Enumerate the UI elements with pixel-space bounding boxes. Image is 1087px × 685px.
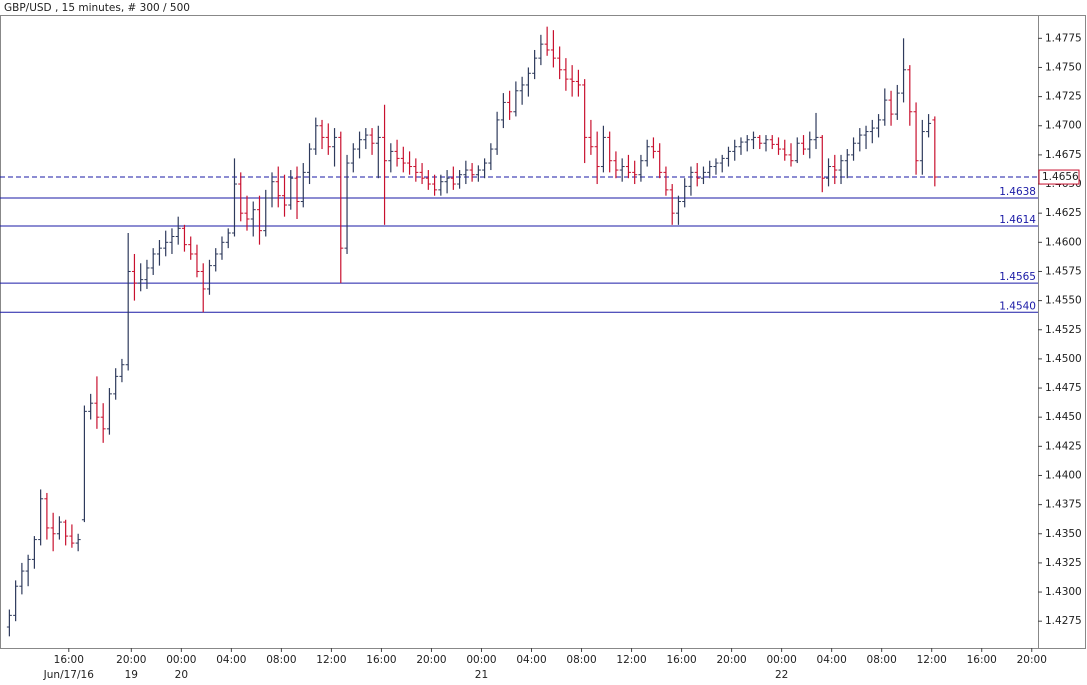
price-axis — [1038, 15, 1086, 649]
y-tick-label: 1.4550 — [1045, 295, 1082, 307]
x-tick-label: 20:00 — [416, 654, 446, 666]
y-tick-label: 1.4375 — [1045, 499, 1082, 511]
x-tick-label: 20:00 — [716, 654, 746, 666]
y-tick-label: 1.4625 — [1045, 207, 1082, 219]
date-label: 20 — [175, 669, 188, 681]
y-tick-label: 1.4350 — [1045, 528, 1082, 540]
date-label: 21 — [475, 669, 488, 681]
y-tick-label: 1.4725 — [1045, 91, 1082, 103]
x-tick-label: 00:00 — [766, 654, 796, 666]
y-tick-label: 1.4750 — [1045, 61, 1082, 73]
x-tick-label: 04:00 — [216, 654, 246, 666]
last-price-label: 1.4656 — [1042, 171, 1079, 183]
x-tick-label: 20:00 — [1017, 654, 1047, 666]
x-tick-label: 16:00 — [54, 654, 84, 666]
y-tick-label: 1.4325 — [1045, 557, 1082, 569]
level-label: 1.4638 — [999, 186, 1036, 198]
y-tick-label: 1.4525 — [1045, 324, 1082, 336]
x-tick-label: 12:00 — [917, 654, 947, 666]
chart-title: GBP/USD , 15 minutes, # 300 / 500 — [4, 2, 190, 14]
plot-area — [0, 15, 1039, 649]
x-tick-label: 04:00 — [817, 654, 847, 666]
y-tick-label: 1.4500 — [1045, 353, 1082, 365]
level-label: 1.4540 — [999, 300, 1036, 312]
y-tick-label: 1.4450 — [1045, 411, 1082, 423]
x-tick-label: 00:00 — [466, 654, 496, 666]
x-tick-label: 08:00 — [867, 654, 897, 666]
date-label: 19 — [125, 669, 138, 681]
y-tick-label: 1.4300 — [1045, 586, 1082, 598]
x-tick-label: 04:00 — [516, 654, 546, 666]
x-tick-label: 16:00 — [666, 654, 696, 666]
x-tick-label: 16:00 — [967, 654, 997, 666]
date-label: 22 — [775, 669, 788, 681]
y-tick-label: 1.4575 — [1045, 265, 1082, 277]
y-tick-label: 1.4425 — [1045, 440, 1082, 452]
x-tick-label: 12:00 — [316, 654, 346, 666]
x-tick-label: 08:00 — [266, 654, 296, 666]
x-tick-label: 00:00 — [166, 654, 196, 666]
level-label: 1.4565 — [999, 271, 1036, 283]
last-price-box — [1038, 169, 1080, 185]
y-tick-label: 1.4275 — [1045, 615, 1082, 627]
date-label: Jun/17/16 — [43, 669, 95, 681]
y-tick-label: 1.4600 — [1045, 236, 1082, 248]
y-tick-label: 1.4700 — [1045, 120, 1082, 132]
y-tick-label: 1.4775 — [1045, 32, 1082, 44]
y-tick-label: 1.4475 — [1045, 382, 1082, 394]
level-label: 1.4614 — [999, 214, 1036, 226]
y-tick-label: 1.4675 — [1045, 149, 1082, 161]
x-tick-label: 16:00 — [366, 654, 396, 666]
x-tick-label: 12:00 — [616, 654, 646, 666]
x-tick-label: 08:00 — [566, 654, 596, 666]
x-tick-label: 20:00 — [116, 654, 146, 666]
y-tick-label: 1.4400 — [1045, 469, 1082, 481]
